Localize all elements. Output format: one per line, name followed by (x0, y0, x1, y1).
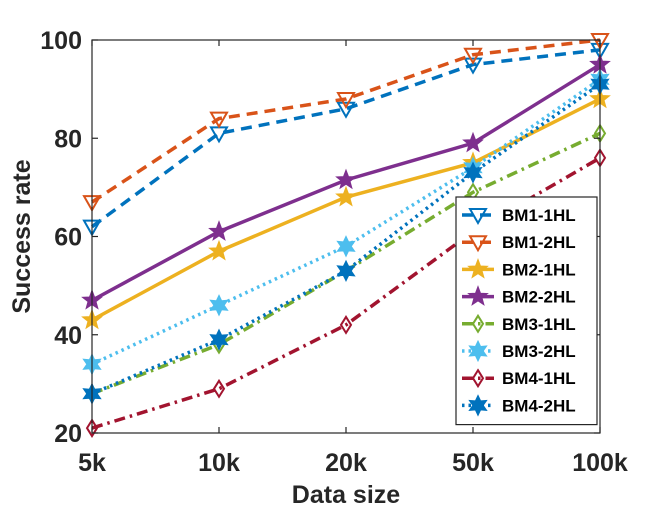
legend-label-BM1-1HL: BM1-1HL (502, 206, 576, 225)
x-tick-label: 10k (198, 449, 240, 477)
series-BM1-2HL (82, 33, 610, 213)
data-point-BM1-2HL-50k (463, 47, 483, 65)
legend-label-BM3-2HL: BM3-2HL (502, 342, 576, 361)
legend-item-BM2-1HL: BM2-1HL (462, 257, 576, 279)
legend-label-BM4-1HL: BM4-1HL (502, 369, 576, 388)
legend-marker-BM3-1HL (471, 313, 485, 334)
legend-label-BM2-2HL: BM2-2HL (502, 288, 576, 307)
data-point-BM4-1HL-20k (339, 315, 353, 335)
legend-marker-BM2-2HL (467, 285, 489, 306)
legend-label-BM2-1HL: BM2-1HL (502, 260, 576, 279)
y-tick-label: 20 (54, 420, 82, 448)
legend-marker-BM4-2HL (468, 394, 488, 417)
data-point-BM4-1HL-5k (85, 418, 99, 438)
legend-marker-BM3-2HL (468, 339, 488, 363)
legend-item-BM1-1HL: BM1-1HL (462, 206, 576, 226)
x-axis-title: Data size (292, 481, 400, 509)
data-point-BM3-2HL-10k (209, 294, 229, 317)
y-tick-label: 80 (54, 125, 82, 153)
legend: BM1-1HL BM1-2HL BM2-1HL BM2-2HL BM3-1HL BM3-2… (455, 196, 598, 426)
data-point-BM1-1HL-50k (463, 57, 483, 75)
series-layer (81, 33, 611, 438)
data-point-BM4-2HL-10k (209, 328, 229, 351)
data-point-BM2-2HL-20k (335, 168, 357, 190)
data-point-BM2-1HL-20k (335, 185, 357, 207)
data-point-BM2-2HL-50k (462, 131, 484, 153)
data-point-BM1-2HL-10k (209, 111, 229, 129)
data-point-BM3-2HL-20k (336, 235, 356, 258)
legend-label-BM3-1HL: BM3-1HL (502, 315, 576, 334)
legend-item-BM4-1HL: BM4-1HL (462, 368, 576, 389)
legend-item-BM3-1HL: BM3-1HL (462, 313, 576, 334)
legend-marker-BM1-1HL (468, 208, 488, 226)
x-tick-label: 50k (452, 449, 494, 477)
legend-marker-BM1-2HL (468, 235, 488, 253)
x-tick-label: 100k (572, 449, 628, 477)
legend-item-BM3-2HL: BM3-2HL (462, 339, 576, 363)
legend-marker-BM2-1HL (467, 257, 489, 279)
y-tick-label: 100 (40, 27, 82, 55)
y-tick-label: 40 (54, 322, 82, 350)
data-point-BM4-2HL-50k (463, 161, 483, 184)
series-line-BM1-2HL (91, 38, 601, 204)
x-tick-label: 5k (78, 449, 106, 477)
data-point-BM2-2HL-10k (208, 220, 230, 241)
data-point-BM4-1HL-10k (212, 378, 226, 399)
legend-marker-BM4-1HL (471, 368, 485, 389)
y-tick-label: 60 (54, 224, 82, 252)
series-line-BM4-1HL (91, 156, 601, 430)
y-axis-title: Success rate (8, 159, 36, 313)
legend-box (455, 196, 598, 426)
legend-item-BM4-2HL: BM4-2HL (462, 394, 576, 417)
data-point-BM2-1HL-10k (208, 239, 230, 261)
legend-item-BM1-2HL: BM1-2HL (462, 233, 576, 253)
data-point-BM1-2HL-20k (336, 91, 356, 109)
axes-layer: 20 40 60 80 100 5k 10k 20k 50k 100k (40, 27, 628, 477)
legend-label-BM4-2HL: BM4-2HL (502, 396, 576, 415)
data-point-BM1-1HL-20k (336, 101, 356, 119)
x-tick-label: 20k (325, 449, 367, 477)
series-line-BM4-2HL (91, 82, 601, 396)
legend-item-BM2-2HL: BM2-2HL (462, 285, 576, 307)
data-point-BM4-2HL-20k (336, 259, 356, 283)
legend-label-BM1-2HL: BM1-2HL (502, 233, 576, 252)
data-point-BM1-2HL-100k (590, 33, 610, 51)
